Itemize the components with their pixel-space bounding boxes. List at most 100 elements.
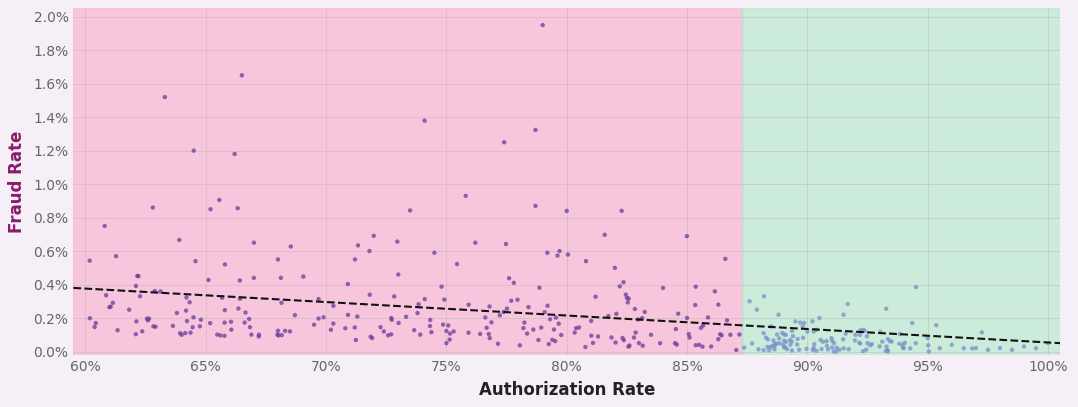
Point	[1039, 340, 1056, 346]
Point	[642, 332, 660, 338]
Point	[834, 336, 852, 343]
Point	[722, 332, 740, 338]
Point	[134, 328, 151, 335]
Point	[590, 333, 607, 340]
Point	[855, 326, 872, 333]
Point	[839, 301, 856, 307]
Point	[401, 207, 418, 214]
Point	[217, 307, 234, 313]
Point	[717, 256, 734, 262]
Point	[379, 332, 397, 339]
Point	[1027, 345, 1045, 351]
Point	[973, 329, 991, 336]
Point	[784, 328, 801, 334]
Point	[769, 331, 786, 338]
Point	[735, 344, 752, 351]
Point	[529, 337, 547, 343]
Point	[543, 337, 561, 343]
Point	[138, 315, 155, 322]
Point	[858, 333, 875, 339]
Point	[851, 339, 868, 346]
Point	[804, 347, 821, 353]
Point	[678, 233, 695, 239]
Point	[681, 334, 699, 341]
Point	[174, 332, 191, 338]
Point	[233, 72, 250, 79]
Point	[824, 338, 841, 344]
Point	[216, 333, 233, 339]
Point	[243, 331, 260, 338]
Point	[530, 284, 548, 291]
Point	[759, 344, 776, 350]
Point	[654, 284, 672, 291]
Point	[139, 317, 156, 324]
Point	[236, 319, 253, 326]
Point	[613, 335, 631, 341]
Point	[515, 319, 533, 326]
Point	[184, 314, 202, 321]
Point	[783, 339, 800, 345]
Point	[835, 345, 853, 352]
Point	[231, 277, 248, 284]
Point	[691, 341, 708, 348]
Point	[760, 347, 777, 354]
Point	[847, 332, 865, 338]
Point	[144, 204, 162, 211]
Point	[852, 327, 869, 333]
Point	[896, 339, 913, 346]
Point	[213, 294, 231, 301]
Point	[807, 348, 825, 354]
Point	[805, 341, 823, 348]
Point	[770, 311, 787, 318]
Point	[894, 342, 911, 348]
Point	[164, 323, 181, 329]
Point	[776, 344, 793, 351]
Point	[128, 273, 146, 279]
Point	[182, 329, 199, 336]
Point	[859, 340, 876, 346]
Point	[979, 347, 996, 353]
Point	[718, 317, 735, 324]
Point	[375, 328, 392, 335]
Bar	[73, 8, 743, 355]
Point	[441, 336, 458, 343]
Point	[856, 328, 873, 334]
Point	[774, 330, 791, 336]
Point	[294, 273, 312, 280]
Point	[273, 332, 290, 338]
Point	[506, 280, 523, 286]
Point	[619, 299, 636, 306]
Point	[931, 345, 949, 351]
Point	[744, 340, 761, 347]
Point	[232, 295, 249, 302]
Point	[778, 346, 796, 352]
Point	[199, 277, 217, 283]
Point	[191, 323, 208, 330]
Point	[270, 332, 287, 339]
Point	[144, 323, 162, 330]
Point	[202, 206, 219, 212]
Point	[625, 334, 642, 341]
Point	[790, 346, 807, 353]
Point	[764, 337, 782, 344]
Point	[177, 330, 194, 336]
Point	[348, 313, 365, 320]
Point	[713, 332, 730, 339]
Point	[837, 330, 854, 337]
Point	[831, 346, 848, 353]
Point	[877, 344, 895, 350]
Point	[121, 306, 138, 313]
Point	[703, 343, 720, 350]
Point	[147, 324, 164, 330]
Point	[788, 341, 805, 348]
Point	[920, 335, 937, 341]
Point	[347, 337, 364, 343]
Point	[577, 344, 594, 350]
Point	[496, 139, 513, 146]
Point	[445, 328, 462, 335]
Point	[728, 347, 745, 353]
Point	[181, 299, 198, 306]
Point	[680, 331, 697, 337]
Point	[566, 329, 583, 336]
Point	[776, 344, 793, 350]
